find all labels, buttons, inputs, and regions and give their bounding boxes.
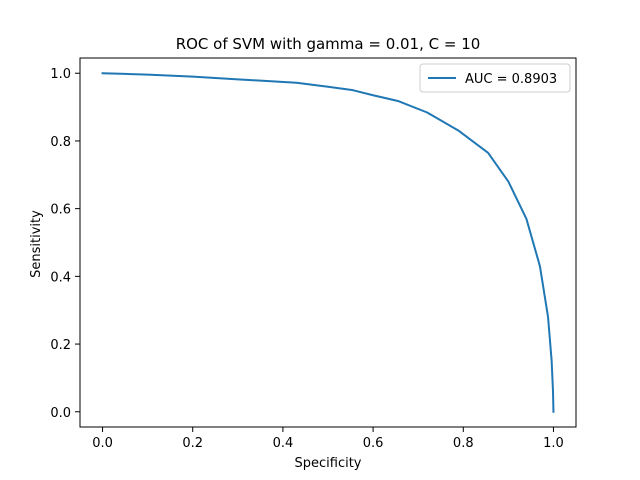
legend-label: AUC = 0.8903 [465,72,557,87]
x-tick-label: 0.6 [363,436,384,451]
plot-area: 0.0 0.2 0.4 0.6 0.8 1.0 0.0 0.2 0.4 0.6 0.8 1.0 AUC … [50,57,577,451]
legend-box [419,63,571,93]
y-axis-label: Sensitivity [29,210,44,278]
legend: AUC = 0.8903 [419,63,571,93]
x-tick-label: 1.0 [543,436,564,451]
roc-curve-line [101,72,555,413]
y-tick-label: 0.8 [50,135,71,150]
y-tick-label: 0.4 [50,270,71,285]
y-tick-label: 0.2 [50,338,71,353]
x-tick-label: 0.2 [182,436,203,451]
chart-title: ROC of SVM with gamma = 0.01, C = 10 [176,35,481,53]
plot-frame [79,57,577,428]
y-tick-label: 0.0 [50,406,71,421]
x-tick-label: 0.4 [273,436,294,451]
y-tick-label: 0.6 [50,203,71,218]
y-tick-label: 1.0 [50,67,71,82]
x-tick-label: 0.0 [92,436,113,451]
x-tick-label: 0.8 [453,436,474,451]
x-axis-label: Specificity [295,456,362,471]
